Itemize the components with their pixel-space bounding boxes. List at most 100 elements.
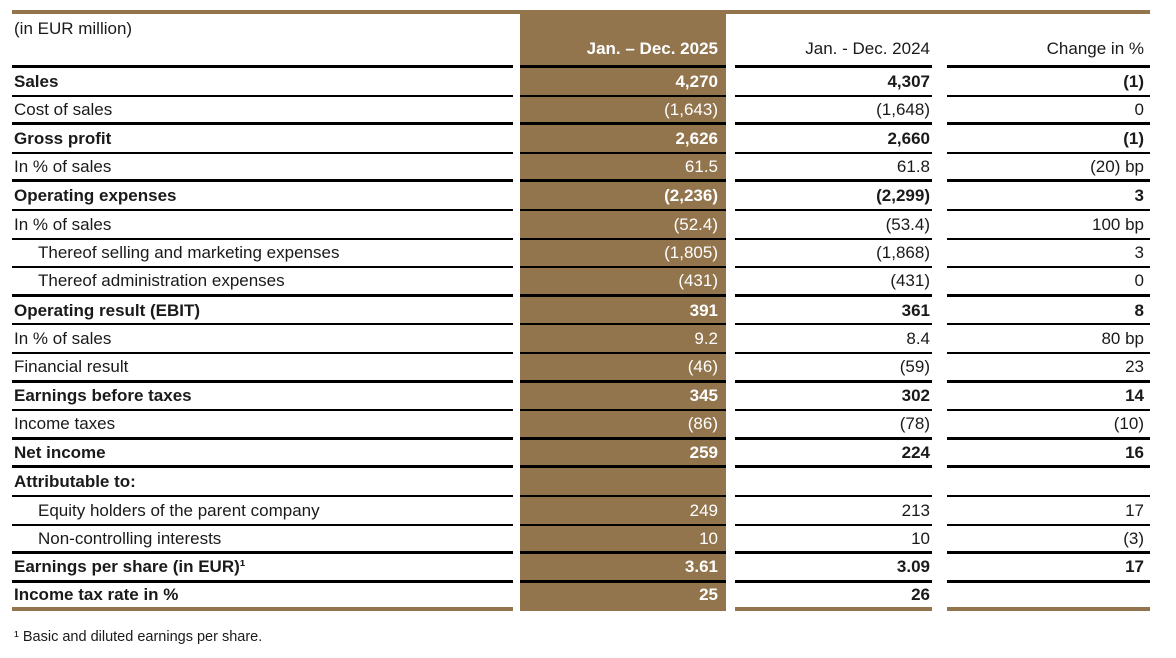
value-2025: (46): [520, 353, 726, 383]
value-change: 0: [947, 268, 1150, 297]
table-row: In % of sales (52.4) (53.4) 100 bp: [12, 210, 1150, 240]
table-row: Earnings per share (in EUR)¹ 3.61 3.09 1…: [12, 554, 1150, 583]
table-top-border: [12, 10, 1150, 14]
value-2024: (53.4): [735, 211, 932, 240]
row-label: In % of sales: [12, 211, 513, 240]
column-header-2024: Jan. - Dec. 2024: [735, 14, 932, 68]
table-row: Income tax rate in % 25 26: [12, 582, 1150, 612]
value-change: 0: [947, 97, 1150, 126]
row-label: Earnings per share (in EUR)¹: [12, 554, 513, 583]
value-2025: 25: [520, 582, 726, 612]
row-label: Net income: [12, 440, 513, 469]
value-2025: (86): [520, 411, 726, 440]
table-header-row: (in EUR million) Jan. – Dec. 2025 Jan. -…: [12, 14, 1150, 68]
row-label: Financial result: [12, 354, 513, 383]
table-row: Non-controlling interests 10 10 (3): [12, 525, 1150, 555]
row-label: Equity holders of the parent company: [12, 497, 513, 526]
table-row: Financial result (46) (59) 23: [12, 353, 1150, 383]
value-2024: 3.09: [735, 554, 932, 583]
value-2025: (1,805): [520, 239, 726, 269]
value-change: 17: [947, 554, 1150, 583]
table-row: Thereof selling and marketing expenses (…: [12, 239, 1150, 269]
value-2024: [735, 468, 932, 497]
value-change: 8: [947, 297, 1150, 326]
table-row: Gross profit 2,626 2,660 (1): [12, 125, 1150, 154]
row-label: Thereof administration expenses: [12, 268, 513, 297]
value-2024: 8.4: [735, 325, 932, 354]
row-label: In % of sales: [12, 154, 513, 183]
value-2025: 391: [520, 296, 726, 326]
value-change: 14: [947, 383, 1150, 412]
table-row: Operating result (EBIT) 391 361 8: [12, 296, 1150, 326]
row-label: Attributable to:: [12, 468, 513, 497]
value-change: (1): [947, 125, 1150, 154]
value-change: 17: [947, 497, 1150, 526]
value-2024: 26: [735, 583, 932, 612]
row-label: Sales: [12, 68, 513, 97]
column-header-2025: Jan. – Dec. 2025: [520, 14, 726, 68]
value-change: 3: [947, 240, 1150, 269]
value-change: (3): [947, 526, 1150, 555]
table-row: Net income 259 224 16: [12, 439, 1150, 469]
table-row: Earnings before taxes 345 302 14: [12, 382, 1150, 412]
value-2025: 259: [520, 439, 726, 469]
value-2024: 2,660: [735, 125, 932, 154]
value-2025: 61.5: [520, 153, 726, 183]
value-2025: 3.61: [520, 554, 726, 583]
value-change: 80 bp: [947, 325, 1150, 354]
table-row: Attributable to:: [12, 468, 1150, 497]
table-row: Equity holders of the parent company 249…: [12, 496, 1150, 526]
value-2024: 213: [735, 497, 932, 526]
value-change: [947, 468, 1150, 497]
value-2025: (52.4): [520, 210, 726, 240]
value-2024: 10: [735, 526, 932, 555]
column-header-change: Change in %: [947, 14, 1150, 68]
value-2024: (78): [735, 411, 932, 440]
value-change: (20) bp: [947, 154, 1150, 183]
value-change: 3: [947, 182, 1150, 211]
value-2024: (1,648): [735, 97, 932, 126]
value-2024: 4,307: [735, 68, 932, 97]
table-row: Operating expenses (2,236) (2,299) 3: [12, 182, 1150, 211]
table-row: Cost of sales (1,643) (1,648) 0: [12, 96, 1150, 126]
value-2024: 224: [735, 440, 932, 469]
value-2025: (1,643): [520, 96, 726, 126]
value-change: 23: [947, 354, 1150, 383]
value-2025: (431): [520, 268, 726, 297]
row-label: Operating expenses: [12, 182, 513, 211]
value-2024: (2,299): [735, 182, 932, 211]
value-2025: 345: [520, 382, 726, 412]
value-change: (10): [947, 411, 1150, 440]
table-body: Sales 4,270 4,307 (1) Cost of sales (1,6…: [12, 68, 1150, 612]
value-2025: [520, 468, 726, 497]
value-change: 100 bp: [947, 211, 1150, 240]
value-2025: 10: [520, 525, 726, 555]
value-2024: 361: [735, 297, 932, 326]
value-2024: (59): [735, 354, 932, 383]
row-label: Income taxes: [12, 411, 513, 440]
value-change: (1): [947, 68, 1150, 97]
income-statement-table: (in EUR million) Jan. – Dec. 2025 Jan. -…: [12, 10, 1150, 612]
value-2024: 302: [735, 383, 932, 412]
row-label: Gross profit: [12, 125, 513, 154]
row-label: Cost of sales: [12, 97, 513, 126]
value-2025: 9.2: [520, 325, 726, 354]
value-change: 16: [947, 440, 1150, 469]
row-label: Income tax rate in %: [12, 583, 513, 612]
value-2024: (1,868): [735, 240, 932, 269]
table-row: Thereof administration expenses (431) (4…: [12, 268, 1150, 297]
value-2025: 4,270: [520, 68, 726, 97]
value-2025: 2,626: [520, 125, 726, 154]
value-change: [947, 583, 1150, 612]
row-label: Earnings before taxes: [12, 383, 513, 412]
footnote: ¹ Basic and diluted earnings per share.: [14, 629, 263, 645]
unit-label: (in EUR million): [12, 14, 513, 68]
row-label: Thereof selling and marketing expenses: [12, 240, 513, 269]
table-row: Sales 4,270 4,307 (1): [12, 68, 1150, 97]
table-row: Income taxes (86) (78) (10): [12, 411, 1150, 440]
value-2025: 249: [520, 496, 726, 526]
row-label: Non-controlling interests: [12, 526, 513, 555]
row-label: Operating result (EBIT): [12, 297, 513, 326]
value-2024: (431): [735, 268, 932, 297]
